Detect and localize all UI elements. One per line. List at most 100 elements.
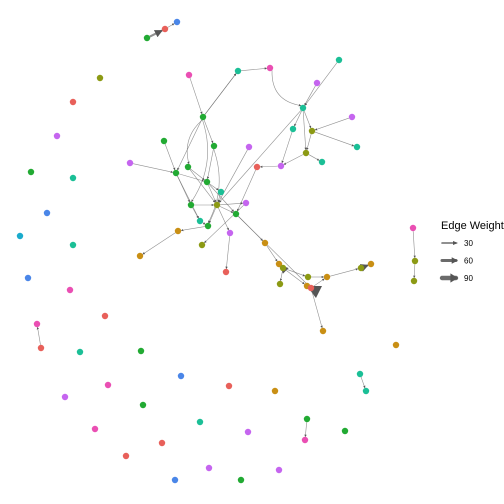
- legend-title: Edge Weight: [441, 220, 504, 232]
- node-20: [61, 393, 69, 401]
- node-5: [69, 98, 77, 106]
- edge-58-63: [186, 119, 203, 165]
- edge-34-35: [304, 422, 307, 438]
- node-42: [410, 277, 418, 285]
- edge-37-38: [360, 376, 366, 389]
- node-87: [319, 327, 327, 335]
- node-34: [303, 415, 311, 423]
- legend: Edge Weight 30 60 90: [439, 220, 504, 283]
- node-66: [187, 201, 195, 209]
- legend-label-60: 60: [464, 257, 473, 266]
- node-11: [69, 241, 77, 249]
- node-74: [198, 241, 206, 249]
- edge-68-82: [238, 216, 309, 286]
- edge-45-48: [271, 70, 302, 107]
- node-53: [302, 149, 310, 157]
- legend-arrowhead-30: [453, 241, 458, 245]
- node-30: [171, 476, 179, 484]
- legend-arrowhead-60: [451, 257, 458, 264]
- node-65: [217, 188, 225, 196]
- edge-43-58: [189, 77, 203, 115]
- node-19: [104, 381, 112, 389]
- edge-71-75: [142, 232, 176, 255]
- node-13: [66, 286, 74, 294]
- edge-56-68: [237, 169, 256, 212]
- node-58: [199, 113, 207, 121]
- node-25: [122, 452, 130, 460]
- edge-85-86: [359, 264, 369, 272]
- edge-65-67: [217, 194, 221, 203]
- node-64: [203, 178, 211, 186]
- node-24: [158, 439, 166, 447]
- edge-60-64: [206, 149, 214, 180]
- node-52: [353, 143, 361, 151]
- node-15: [37, 344, 45, 352]
- edge-58-44: [204, 73, 237, 115]
- node-60: [210, 142, 218, 150]
- node-79: [279, 264, 287, 272]
- node-86: [367, 260, 375, 268]
- node-40: [409, 224, 417, 232]
- node-50: [289, 125, 297, 133]
- edge-73-76: [225, 236, 230, 270]
- edge-82-87: [311, 291, 323, 329]
- node-31: [205, 464, 213, 472]
- edge-67-72: [208, 207, 217, 224]
- node-80: [276, 280, 284, 288]
- edge-62-70: [177, 175, 199, 219]
- node-76: [222, 268, 230, 276]
- edge-3-2: [149, 29, 163, 38]
- edge-62-64: [178, 173, 205, 182]
- legend-label-90: 90: [464, 274, 473, 283]
- node-44: [234, 67, 242, 75]
- node-27: [225, 382, 233, 390]
- node-57: [245, 143, 253, 151]
- edge-59-62: [164, 143, 176, 171]
- edge-44-45: [241, 67, 268, 71]
- node-39: [392, 341, 400, 349]
- node-84: [304, 273, 312, 281]
- node-47: [313, 79, 321, 87]
- edges-layer: [36, 23, 416, 438]
- node-28: [271, 387, 279, 395]
- legend-item-60: 60: [440, 257, 473, 266]
- node-22: [139, 401, 147, 409]
- edge-48-50: [294, 110, 302, 127]
- edge-58-62: [177, 119, 202, 171]
- edge-77-78: [266, 245, 278, 262]
- edge-15-14: [36, 326, 41, 345]
- node-68: [232, 210, 240, 218]
- edge-40-41: [412, 231, 416, 259]
- node-3: [143, 34, 151, 42]
- node-61: [126, 159, 134, 167]
- edge-51-52: [314, 131, 355, 147]
- node-43: [185, 71, 193, 79]
- node-67: [213, 201, 221, 209]
- node-48: [299, 104, 307, 112]
- node-62: [172, 169, 180, 177]
- node-26: [196, 418, 204, 426]
- node-17: [76, 348, 84, 356]
- edge-79-81: [285, 269, 305, 285]
- node-4: [96, 74, 104, 82]
- edge-63-67: [189, 169, 216, 203]
- node-56: [253, 163, 261, 171]
- node-51: [308, 127, 316, 135]
- edge-60-72: [207, 149, 220, 224]
- edge-41-42: [413, 264, 416, 279]
- edge-48-51: [303, 110, 312, 129]
- legend-item-90: 90: [439, 273, 473, 283]
- edge-64-67: [208, 184, 216, 203]
- edge-48-53: [302, 111, 307, 151]
- node-75: [136, 252, 144, 260]
- edge-79-80: [279, 271, 283, 282]
- edge-66-70: [192, 207, 199, 219]
- edge-50-55: [281, 131, 293, 164]
- node-45: [266, 64, 274, 72]
- node-2: [161, 25, 169, 33]
- node-83: [323, 273, 331, 281]
- node-1: [173, 18, 181, 26]
- legend-items: 30 60 90: [439, 239, 473, 283]
- edge-46-48: [304, 62, 338, 106]
- node-12: [24, 274, 32, 282]
